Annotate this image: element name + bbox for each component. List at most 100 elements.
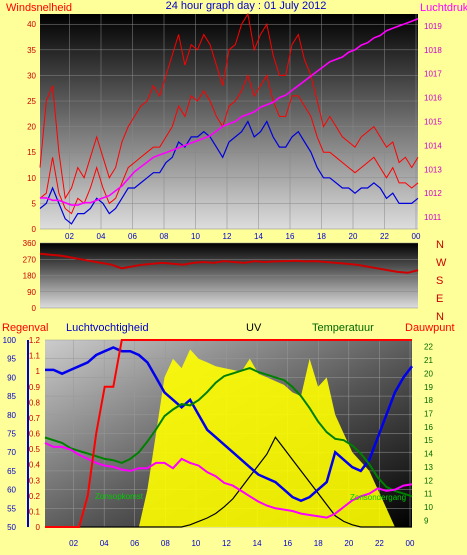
wind-y-tick: 0	[32, 225, 37, 234]
pressure-line	[40, 18, 419, 206]
compass-label: S	[436, 275, 443, 287]
rain-y-tick: 1.2	[29, 336, 41, 345]
climate-x-tick: 08	[161, 539, 170, 548]
rain-y-tick: 0.1	[29, 507, 41, 516]
rain-y-tick: 0.9	[29, 383, 41, 392]
temperature-y-tick: 13	[424, 463, 433, 472]
temperature-y-tick: 14	[424, 450, 433, 459]
wind-x-tick: 14	[254, 232, 263, 241]
humidity-y-tick: 50	[7, 523, 16, 532]
temperature-line	[44, 367, 413, 498]
temperature-y-tick: 20	[424, 369, 433, 378]
temperature-y-tick: 11	[424, 490, 433, 499]
rainfall-line	[45, 339, 412, 528]
rain-y-tick: 0.8	[29, 398, 41, 407]
humidity-y-tick: 70	[7, 448, 16, 457]
humidity-y-tick: 65	[7, 467, 16, 476]
wind-x-tick: 00	[412, 232, 421, 241]
wind-speed-line	[39, 73, 419, 215]
wind-x-tick: 08	[160, 232, 169, 241]
wind-y-tick: 40	[27, 20, 36, 29]
pressure-y-tick: 1016	[424, 94, 442, 103]
compass-label: W	[436, 257, 447, 269]
temperature-y-tick: 16	[424, 423, 433, 432]
rain-y-tick: 0.3	[29, 476, 41, 485]
pressure-y-tick: 1012	[424, 189, 442, 198]
wind-x-tick: 06	[128, 232, 137, 241]
wind-x-tick: 20	[349, 232, 358, 241]
temperature-y-tick: 10	[424, 503, 433, 512]
wind-average-line	[39, 120, 419, 225]
legend-dewpoint: Dauwpunt	[405, 322, 455, 334]
rain-y-tick: 0	[36, 523, 41, 532]
climate-x-tick: 00	[406, 539, 415, 548]
temperature-y-tick: 19	[424, 383, 433, 392]
rain-y-tick: 0.2	[29, 492, 41, 501]
climate-axes: 5055606570758085909510000.10.20.30.40.50…	[3, 336, 434, 548]
legend-humidity: Luchtvochtigheid	[66, 322, 149, 334]
pressure-axis-title: Luchtdruk	[420, 2, 467, 14]
wind-x-tick: 16	[286, 232, 295, 241]
direction-y-tick: 180	[23, 272, 37, 281]
climate-series	[44, 339, 413, 528]
wind-x-tick: 02	[65, 232, 74, 241]
pressure-y-tick: 1019	[424, 22, 442, 31]
wind-y-tick: 25	[27, 97, 36, 106]
temperature-y-tick: 17	[424, 409, 433, 418]
pressure-y-tick: 1014	[424, 141, 442, 150]
rain-y-tick: 1	[36, 367, 41, 376]
climate-x-tick: 06	[130, 539, 139, 548]
humidity-y-tick: 100	[3, 336, 17, 345]
wind-y-tick: 5	[32, 199, 37, 208]
rain-y-tick: 0.6	[29, 430, 41, 439]
wind-y-tick: 10	[27, 174, 36, 183]
temperature-y-tick: 18	[424, 396, 433, 405]
humidity-y-tick: 60	[7, 486, 16, 495]
legend-rain: Regenval	[2, 322, 48, 334]
direction-y-tick: 360	[23, 239, 37, 248]
wind-y-tick: 35	[27, 46, 36, 55]
temperature-y-tick: 21	[424, 356, 433, 365]
wind-gust-line	[39, 12, 419, 200]
compass-label: E	[436, 293, 443, 305]
direction-y-tick: 270	[23, 255, 37, 264]
pressure-y-tick: 1011	[424, 213, 442, 222]
pressure-y-tick: 1017	[424, 70, 442, 79]
sunset-annotation: Zonsondergang	[350, 493, 406, 502]
direction-y-tick: 90	[27, 288, 36, 297]
humidity-y-tick: 85	[7, 392, 16, 401]
pressure-y-tick: 1018	[424, 46, 442, 55]
climate-x-tick: 22	[375, 539, 384, 548]
rain-y-tick: 0.7	[29, 414, 41, 423]
wind-grid	[40, 14, 418, 230]
wind-x-tick: 22	[380, 232, 389, 241]
compass-label: N	[436, 311, 444, 323]
legend-uv: UV	[246, 322, 262, 334]
rain-y-tick: 0.4	[29, 461, 41, 470]
wind-x-tick: 12	[223, 232, 232, 241]
sunrise-annotation: Zonsopkomst	[95, 492, 144, 501]
wind-y-tick: 30	[27, 71, 36, 80]
humidity-y-tick: 80	[7, 411, 16, 420]
wind-series	[39, 12, 419, 225]
dewpoint-line	[44, 441, 413, 519]
pressure-y-tick: 1015	[424, 118, 442, 127]
temperature-y-tick: 12	[424, 476, 433, 485]
direction-grid	[40, 242, 418, 309]
compass-label: N	[436, 239, 444, 251]
climate-x-tick: 02	[69, 539, 78, 548]
wind-x-tick: 04	[97, 232, 106, 241]
temperature-y-tick: 15	[424, 436, 433, 445]
wind-plot-area	[40, 14, 418, 229]
solar-line	[45, 436, 412, 528]
climate-x-tick: 14	[253, 539, 262, 548]
rain-y-tick: 1.1	[29, 352, 41, 361]
temperature-y-tick: 9	[424, 516, 429, 525]
uv-area	[45, 349, 412, 527]
wind-x-tick: 18	[317, 232, 326, 241]
climate-x-tick: 04	[100, 539, 109, 548]
humidity-y-tick: 95	[7, 355, 16, 364]
humidity-line	[45, 346, 413, 503]
wind-speed-axis-title: Windsnelheid	[6, 2, 72, 14]
